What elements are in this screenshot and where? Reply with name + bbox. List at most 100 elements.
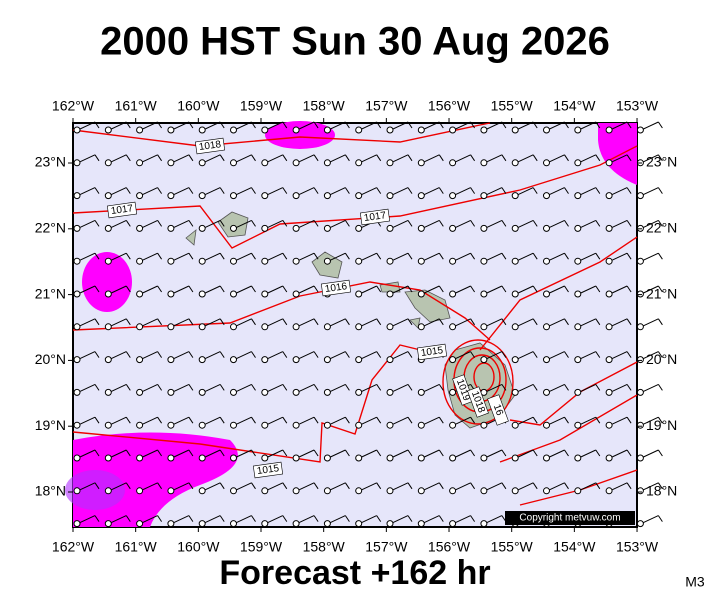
barb-station [230,224,237,232]
barb-flag [157,351,163,358]
barb-flag [564,482,569,490]
barb-station [480,323,488,331]
barb-shaft [267,318,284,327]
barb-flag [532,351,538,358]
wind-barb [292,515,319,528]
lon-label: 157°W [365,539,408,555]
barb-station [292,257,300,265]
wind-barb [636,449,663,462]
barb-flag [407,187,413,194]
barb-flag [157,318,163,326]
wind-barb [136,285,163,298]
barb-shaft [517,449,534,458]
wind-barb [261,482,288,495]
barb-shaft [455,515,471,524]
barb-station [386,356,394,364]
barb-station [574,421,582,429]
barb-flag [219,515,225,522]
lon-label: 158°W [303,539,346,555]
wind-barb [261,318,288,331]
lat-label: 19°N [646,417,677,433]
barb-flag [344,482,350,490]
barb-station [104,192,112,200]
barb-shaft [611,449,628,458]
wind-barb [636,351,663,364]
barb-flag [344,416,350,424]
barb-flag [313,187,319,194]
barb-shaft [298,383,315,392]
barb-station [323,520,331,528]
wind-barb [167,416,194,429]
barb-shaft [79,449,96,458]
barb-station [511,323,519,331]
wind-barb [292,154,319,167]
barb-flag [313,384,319,391]
lon-label: 161°W [115,539,158,555]
wind-barb [230,416,256,429]
barb-flag [282,384,288,391]
barb-shaft [173,416,190,425]
barb-flag [595,384,601,391]
barb-flag [251,220,256,227]
barb-station [417,388,425,396]
wind-barb [386,318,413,331]
barb-flag [344,154,350,162]
wind-barb [511,351,538,364]
wind-barb [417,121,444,134]
wind-barb [449,318,476,331]
wind-barb [261,351,288,364]
barb-flag [564,384,569,391]
barb-flag [376,121,382,129]
barb-shaft [392,318,409,327]
barb-station [386,159,394,167]
model-code: M3 [685,574,705,590]
barb-flag [626,285,632,293]
barb-flag [564,252,569,260]
barb-flag [313,515,319,522]
wind-barb [449,351,476,364]
barb-flag [626,154,632,162]
barb-shaft [455,187,471,196]
wind-barb [543,449,569,462]
isobar-value: 1018 [198,139,222,153]
barb-shaft [298,285,315,294]
wind-barb [417,252,444,265]
wind-barb [323,482,350,495]
barb-shaft [643,318,659,327]
barb-flag [282,318,288,326]
wind-barb [511,482,538,495]
barb-station [261,126,269,134]
barb-flag [626,187,632,194]
barb-station [292,290,300,298]
barb-flag [188,515,194,522]
wind-barb [104,351,131,364]
barb-shaft [79,219,96,228]
wind-barb [198,285,225,298]
wind-barb [449,121,476,134]
barb-flag [564,285,569,293]
barb-station [136,454,144,462]
barb-shaft [424,515,440,524]
isobar-value: 1016 [324,281,348,295]
wind-barb [574,383,601,396]
barb-flag [157,482,163,490]
barb-station [355,421,363,429]
barb-shaft [455,154,471,163]
barb-station [480,421,488,429]
barb-station [104,224,112,232]
barb-flag [407,482,413,490]
barb-flag [125,515,131,522]
barb-flag [188,482,194,490]
wind-barb [323,416,350,429]
barb-station [230,388,237,396]
wind-barb [417,219,444,232]
barb-flag [564,220,569,227]
label-box [487,394,509,426]
barb-station [543,388,550,396]
wind-barb [167,383,194,396]
wind-barb [73,252,100,265]
barb-shaft [142,285,158,294]
barb-shaft [298,351,315,360]
wind-barb [449,482,476,495]
